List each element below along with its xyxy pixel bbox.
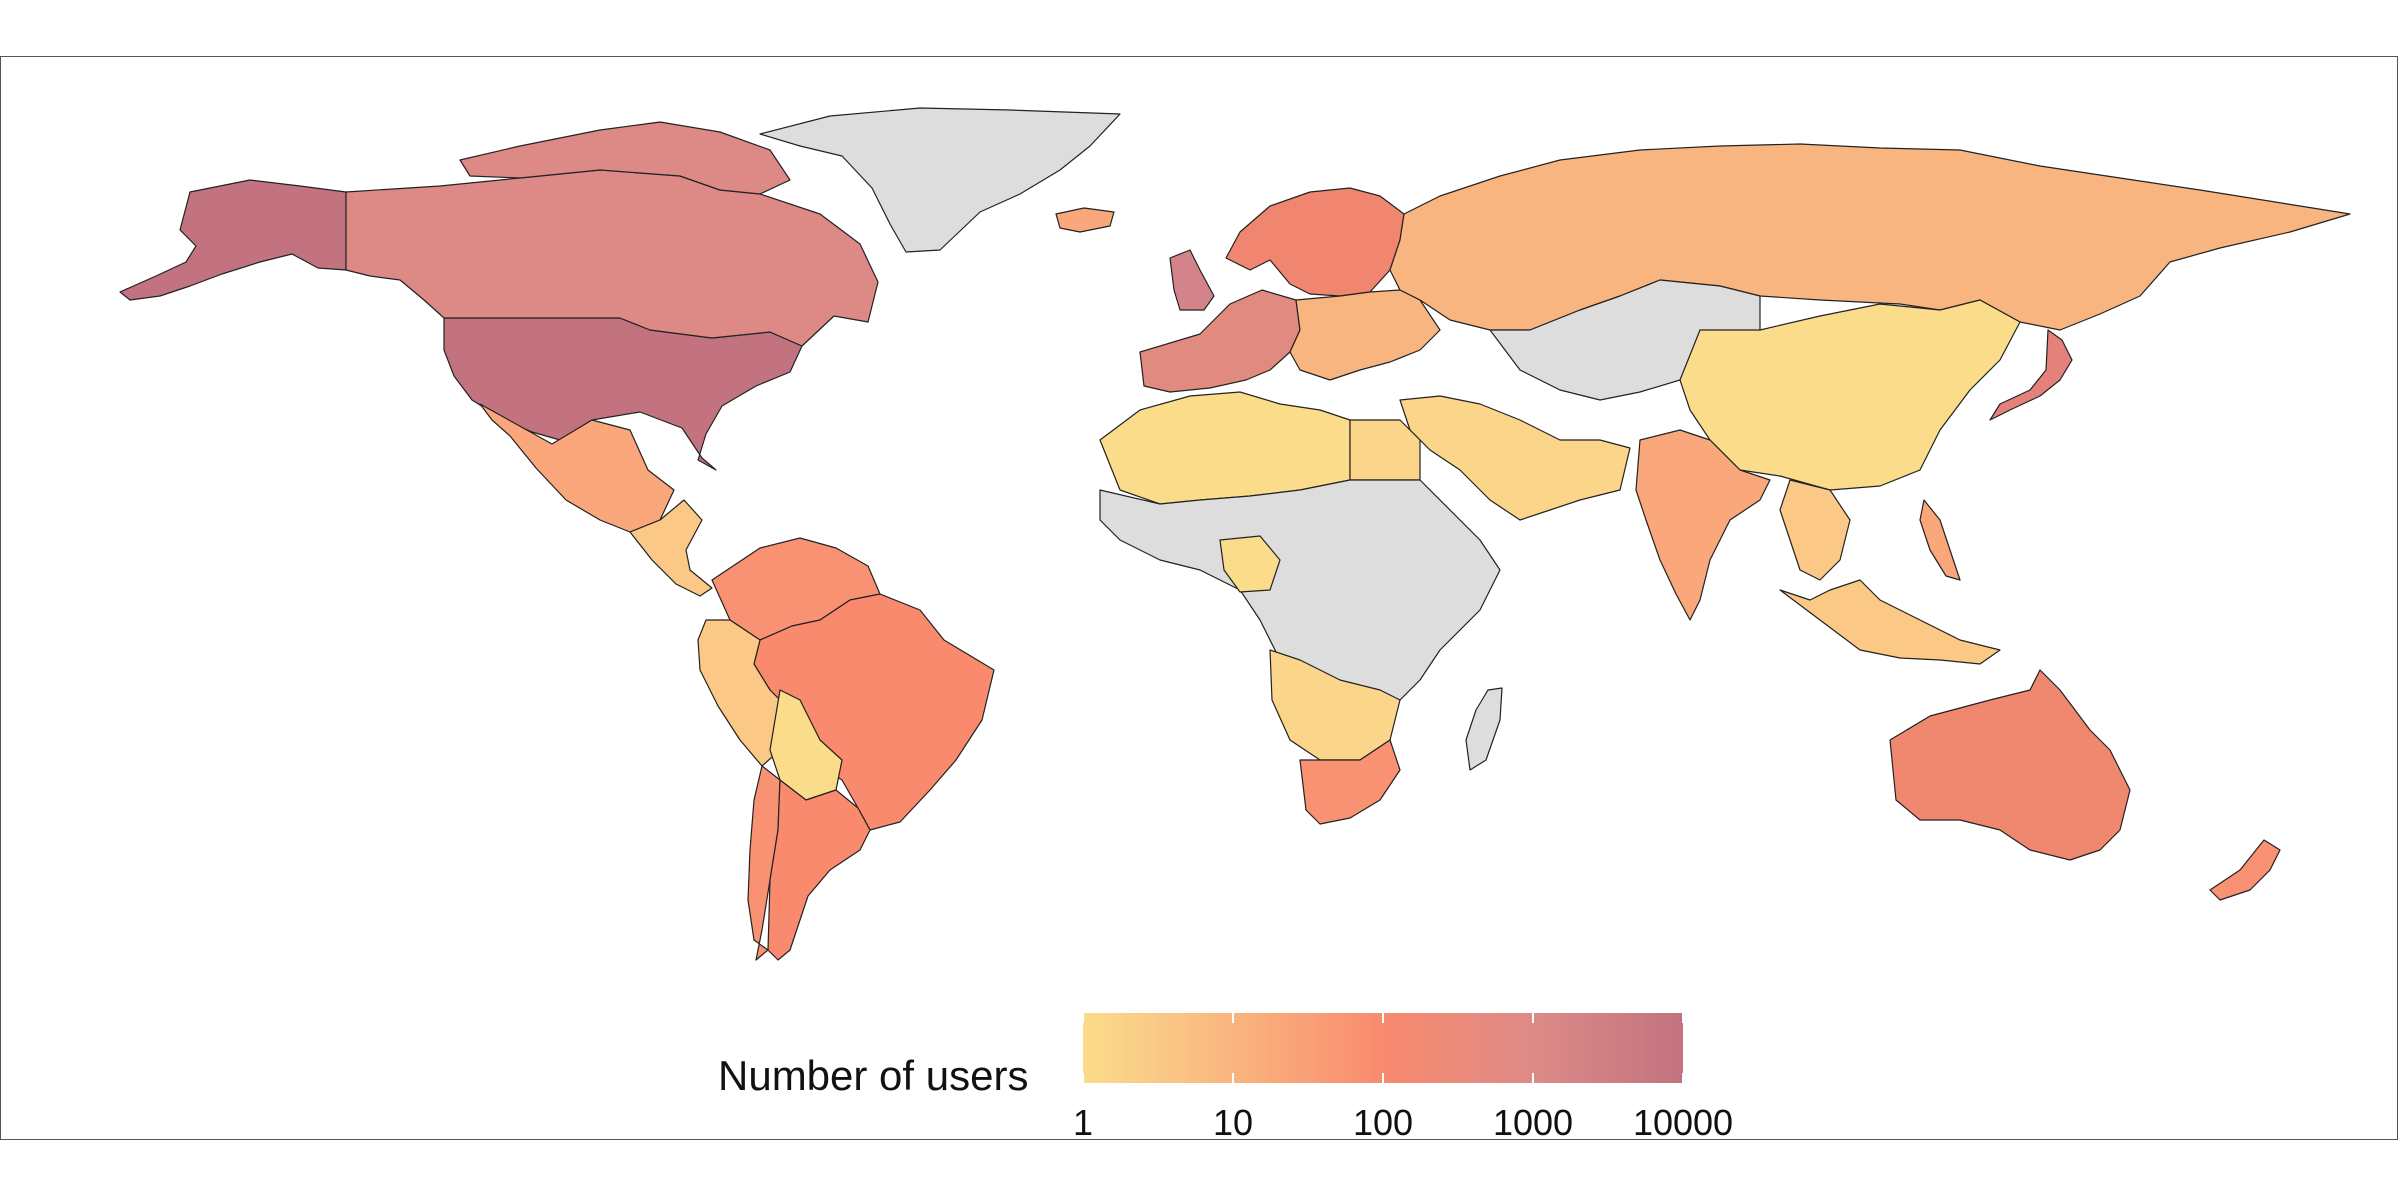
region-argentina [767,779,871,961]
region-middle-east [1399,395,1631,521]
region-eastern-europe [1289,289,1441,381]
region-indonesia [1779,579,2001,665]
region-greenland [759,107,1121,253]
region-egypt [1349,419,1421,481]
region-russia [1389,143,2351,331]
region-central-america [629,499,713,597]
region-scandinavia [1225,187,1405,297]
region-australia [1889,669,2131,861]
region-alaska [119,179,347,301]
region-madagascar [1465,687,1503,771]
region-canada-islands [459,121,791,195]
region-central-africa [1099,479,1501,701]
region-japan [1989,329,2073,421]
region-western-europe [1139,289,1301,393]
map-frame [0,56,2398,1140]
region-new-zealand [2209,839,2281,901]
region-southeast-asia [1779,479,1851,581]
region-india [1635,429,1771,621]
region-south-africa [1299,739,1401,825]
region-united-kingdom [1169,249,1215,311]
region-iceland [1055,207,1115,233]
region-nigeria [1219,535,1281,593]
region-philippines [1919,499,1961,581]
